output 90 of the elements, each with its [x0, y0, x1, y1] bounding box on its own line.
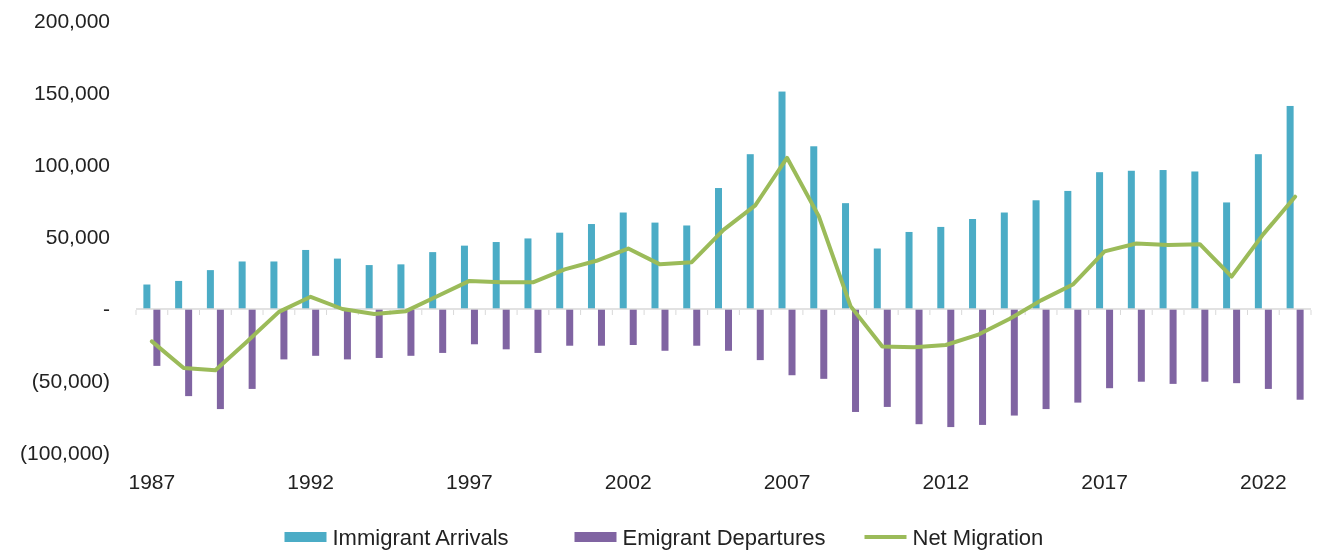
- bar: [185, 309, 193, 397]
- y-tick-label: (50,000): [31, 369, 110, 393]
- bar: [280, 309, 288, 360]
- bar: [1074, 309, 1082, 403]
- bar: [947, 309, 955, 428]
- bar: [556, 232, 564, 309]
- y-tick-label: 200,000: [34, 9, 110, 33]
- x-tick-label: 1992: [287, 470, 335, 493]
- bar: [534, 309, 542, 353]
- bar: [1159, 170, 1167, 309]
- bar: [1233, 309, 1241, 384]
- bar: [1042, 309, 1050, 410]
- bar: [619, 212, 627, 309]
- bar: [778, 91, 786, 309]
- bar: [312, 309, 320, 356]
- y-tick-label: -: [103, 297, 110, 321]
- bar: [439, 309, 447, 353]
- bar: [248, 309, 256, 389]
- bar: [883, 309, 891, 407]
- bar: [1000, 212, 1008, 309]
- bar: [1096, 172, 1104, 309]
- bar: [216, 309, 224, 410]
- y-tick-label: 50,000: [45, 225, 110, 249]
- bar: [1137, 309, 1145, 382]
- bar: [725, 309, 732, 351]
- bar: [1127, 170, 1135, 309]
- y-tick-label: (100,000): [20, 441, 110, 465]
- x-tick-label: 2017: [1081, 470, 1128, 493]
- bar: [238, 261, 246, 309]
- bar: [683, 225, 691, 309]
- bar: [756, 309, 764, 361]
- x-tick-label: 1987: [128, 470, 176, 493]
- bar: [1106, 309, 1114, 389]
- bar: [407, 309, 415, 356]
- bar: [460, 245, 468, 309]
- bar: [651, 222, 659, 309]
- bar: [206, 270, 214, 309]
- bar: [1191, 171, 1199, 309]
- bar: [661, 309, 669, 351]
- bar: [1223, 202, 1231, 309]
- bar: [1010, 309, 1018, 416]
- bar: [502, 309, 510, 350]
- bar: [566, 309, 574, 346]
- x-tick-label: 2022: [1240, 470, 1287, 493]
- bar: [143, 284, 151, 309]
- y-tick-label: 150,000: [34, 81, 110, 105]
- bar: [1032, 200, 1040, 309]
- bar: [788, 309, 796, 376]
- bar: [1169, 309, 1177, 384]
- bar: [693, 309, 701, 346]
- x-tick-label: 1997: [446, 470, 493, 493]
- x-tick-label: 2007: [763, 470, 811, 493]
- bar: [852, 309, 860, 412]
- bar: [365, 265, 373, 309]
- bar: [915, 309, 923, 425]
- bar: [1264, 309, 1272, 389]
- bar: [343, 309, 351, 360]
- bar: [492, 242, 500, 309]
- line-series: [149, 155, 1298, 373]
- legend-label: Net Migration: [912, 524, 1044, 550]
- bar: [397, 264, 405, 309]
- bar: [820, 309, 828, 379]
- bar: [905, 231, 913, 309]
- bar: [1201, 309, 1209, 382]
- bar: [1296, 309, 1304, 400]
- x-tick-label: 2002: [604, 470, 652, 493]
- y-tick-label: 100,000: [34, 153, 110, 177]
- bar: [969, 219, 977, 309]
- bar: [302, 249, 310, 309]
- bar: [270, 261, 278, 309]
- bar: [524, 238, 532, 309]
- bar: [715, 188, 722, 309]
- x-tick-label: 2012: [922, 470, 970, 493]
- legend-label: Immigrant Arrivals: [332, 524, 509, 550]
- bar: [1064, 190, 1072, 309]
- bar: [1286, 105, 1294, 309]
- bar: [333, 258, 341, 309]
- bar: [597, 309, 605, 346]
- bar: [937, 226, 945, 309]
- bar: [175, 280, 183, 309]
- bar: [470, 309, 478, 345]
- legend-label: Emigrant Departures: [622, 524, 826, 550]
- bar: [629, 309, 637, 345]
- bar: [746, 154, 754, 309]
- bar: [979, 309, 987, 425]
- bar: [587, 224, 595, 309]
- bar: [810, 146, 818, 309]
- bar: [1254, 154, 1262, 309]
- bar: [429, 252, 437, 309]
- bar: [873, 248, 881, 309]
